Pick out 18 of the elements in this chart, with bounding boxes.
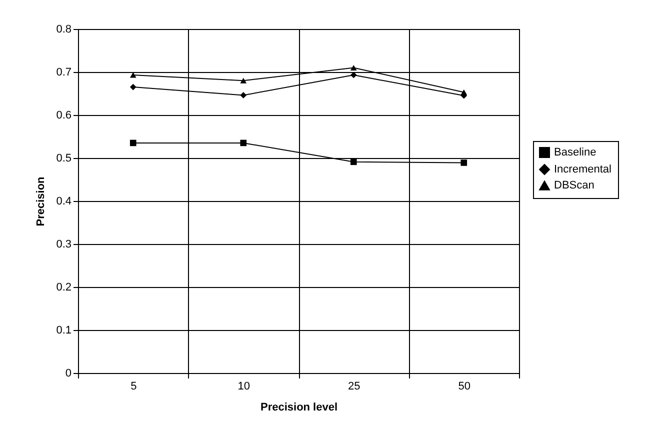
legend-label: DBScan: [554, 180, 594, 192]
y-tick-label: 0.7: [56, 66, 72, 78]
x-tick-label: 10: [238, 380, 250, 392]
y-axis-title: Precision: [35, 176, 48, 226]
y-tick-label: 0.4: [56, 196, 72, 208]
x-tick-label: 5: [130, 380, 137, 392]
x-tick-label: 25: [348, 380, 360, 392]
legend-label: Incremental: [554, 164, 612, 176]
y-tick-label: 0.1: [56, 324, 72, 336]
y-tick-label: 0: [65, 368, 72, 380]
y-tick-label: 0.3: [56, 238, 72, 250]
y-tick-label: 0.2: [56, 282, 72, 294]
x-tick-label: 50: [458, 380, 470, 392]
legend-label: Baseline: [554, 146, 596, 158]
y-tick-label: 0.6: [56, 110, 72, 122]
y-tick-label: 0.5: [56, 152, 72, 164]
y-tick-label: 0.8: [56, 24, 72, 36]
x-axis-title: Precision level: [260, 402, 338, 414]
